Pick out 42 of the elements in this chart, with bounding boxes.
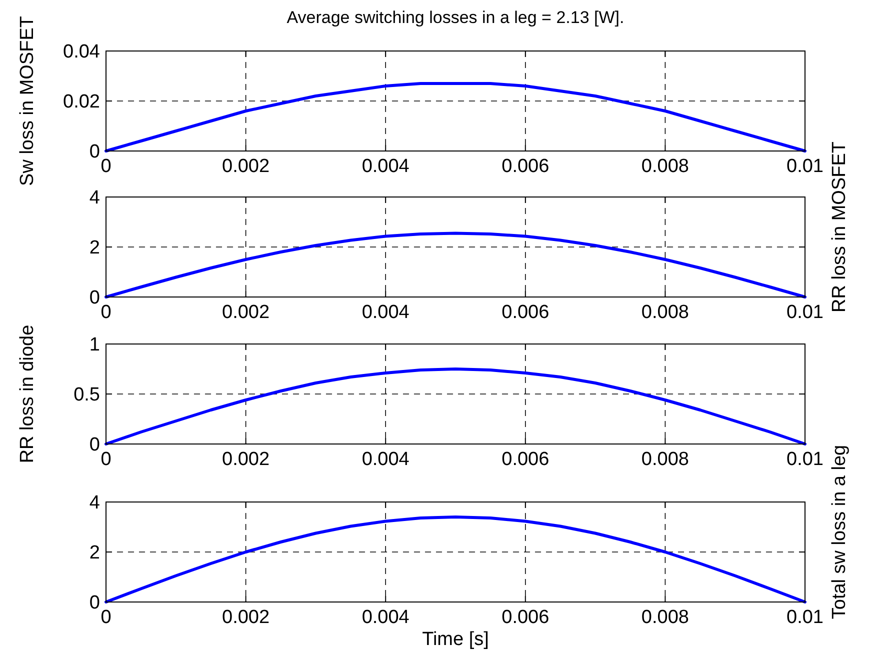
x-tick-label: 0.002	[222, 156, 270, 177]
y-tick-label: 0	[89, 142, 100, 163]
x-tick-label: 0.002	[222, 302, 270, 323]
y-axis-title: Sw loss in MOSFET	[17, 16, 38, 186]
y-tick-label: 0.5	[74, 384, 100, 406]
y-tick-label: 4	[89, 188, 100, 209]
y-axis-title: RR loss in diode	[17, 324, 38, 464]
y-tick-label: 2	[89, 238, 100, 259]
x-axis-title: Time [s]	[422, 629, 489, 650]
line-series	[104, 516, 806, 604]
x-tick-label: 0.01	[786, 156, 824, 177]
y2-axis-title: Total sw loss in a leg	[829, 444, 850, 620]
line-series	[104, 368, 806, 446]
x-tick-label: 0.002	[222, 449, 270, 470]
chart-title: Average switching losses in a leg = 2.13 [W].	[286, 8, 624, 27]
line-series	[104, 82, 806, 152]
x-tick-label: 0.006	[502, 449, 550, 470]
x-tick-label: 0.008	[641, 156, 689, 177]
x-tick-label: 0.004	[362, 302, 410, 323]
y-tick-label: 0.04	[63, 42, 100, 63]
x-tick-label: 0.006	[502, 156, 550, 177]
y-tick-label: 0.02	[63, 92, 100, 113]
x-tick-label: 0.002	[222, 607, 270, 628]
x-tick-label: 0.006	[502, 302, 550, 323]
x-tick-label: 0.01	[786, 607, 824, 628]
y-tick-label: 0	[89, 434, 100, 456]
x-tick-label: 0.01	[786, 449, 824, 470]
y-tick-label: 2	[89, 542, 100, 564]
y-tick-label: 1	[89, 334, 100, 356]
x-tick-label: 0.01	[786, 302, 824, 323]
x-tick-label: 0.004	[362, 449, 410, 470]
y-tick-label: 0	[89, 592, 100, 614]
x-tick-label: 0.004	[362, 156, 410, 177]
y-tick-label: 0	[89, 288, 100, 309]
x-tick-label: 0.008	[641, 302, 689, 323]
x-tick-label: 0.008	[641, 607, 689, 628]
x-tick-label: 0.006	[502, 607, 550, 628]
y-tick-label: 4	[89, 492, 100, 514]
y2-axis-title: RR loss in MOSFET	[829, 141, 850, 313]
x-tick-label: 0.008	[641, 449, 689, 470]
line-series	[104, 232, 806, 298]
x-tick-label: 0.004	[362, 607, 410, 628]
